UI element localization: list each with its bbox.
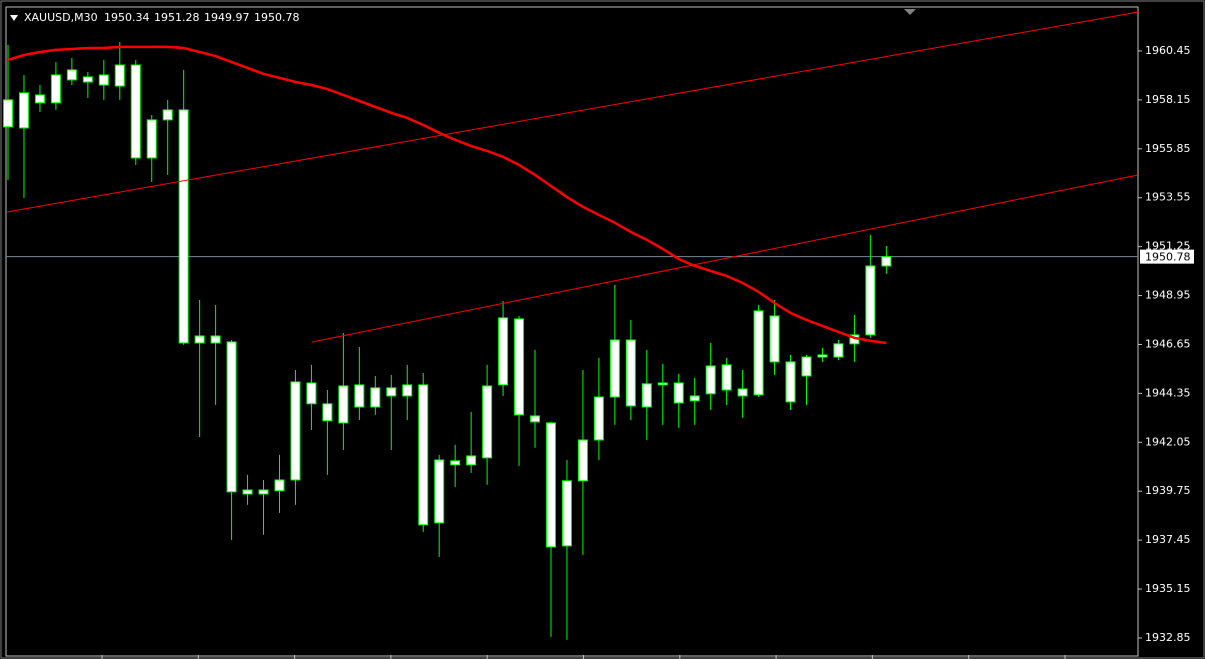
moving-average bbox=[7, 45, 887, 345]
candle-body bbox=[18, 92, 29, 129]
candle-body bbox=[514, 318, 525, 416]
symbol-title: XAUUSD,M30 bbox=[24, 11, 98, 24]
candle-body bbox=[322, 403, 333, 422]
y-tick-label: 1946.65 bbox=[1145, 337, 1191, 350]
candle-body bbox=[98, 74, 109, 86]
candle-body bbox=[801, 356, 812, 377]
trend-line bbox=[311, 174, 1139, 343]
candle-body bbox=[162, 109, 173, 121]
candle-body bbox=[609, 339, 620, 398]
candle-body bbox=[466, 455, 477, 466]
current-price-box bbox=[1140, 249, 1194, 264]
y-tick-label: 1960.45 bbox=[1145, 44, 1191, 57]
y-tick-label: 1951.25 bbox=[1145, 240, 1191, 253]
candle-body bbox=[3, 99, 13, 128]
candle-body bbox=[290, 381, 301, 481]
candle-body bbox=[881, 256, 892, 267]
y-tick-label: 1932.85 bbox=[1145, 631, 1191, 644]
y-tick-label: 1944.35 bbox=[1145, 386, 1191, 399]
menu-arrow[interactable] bbox=[10, 15, 18, 21]
plot-area bbox=[3, 42, 1138, 640]
shift-marker bbox=[904, 9, 916, 15]
candle-body bbox=[657, 382, 668, 386]
current-price-label: 1950.78 bbox=[1145, 251, 1191, 264]
candle-body bbox=[82, 76, 93, 83]
candle-body bbox=[721, 364, 732, 391]
candle-body bbox=[258, 489, 269, 495]
candle-body bbox=[530, 415, 541, 423]
candle-body bbox=[737, 388, 748, 397]
candle-body bbox=[194, 335, 205, 344]
candle-body bbox=[673, 382, 684, 404]
candle-body bbox=[689, 395, 700, 402]
candle-body bbox=[210, 335, 221, 344]
candle-body bbox=[50, 74, 61, 104]
candle-body bbox=[641, 383, 652, 408]
header-open: 1950.34 bbox=[104, 11, 150, 24]
y-tick-label: 1948.95 bbox=[1145, 289, 1191, 302]
candle-body bbox=[625, 339, 636, 407]
y-tick-label: 1935.15 bbox=[1145, 582, 1191, 595]
candle-body bbox=[705, 365, 716, 395]
candle-body bbox=[306, 382, 317, 405]
candle-body bbox=[434, 459, 445, 524]
candle-body bbox=[593, 396, 604, 441]
candle-body bbox=[577, 439, 588, 482]
candle-body bbox=[561, 480, 572, 547]
candle-body bbox=[769, 315, 780, 363]
header-low: 1949.97 bbox=[204, 11, 250, 24]
candle-body bbox=[274, 479, 285, 492]
candle-body bbox=[817, 354, 828, 358]
header-high: 1951.28 bbox=[154, 11, 200, 24]
candle-body bbox=[226, 341, 237, 493]
y-tick-label: 1955.85 bbox=[1145, 142, 1191, 155]
candle-body bbox=[450, 460, 461, 466]
candle-body bbox=[386, 387, 397, 397]
candle-body bbox=[785, 361, 796, 403]
candle-body bbox=[418, 384, 429, 526]
candle-body bbox=[833, 343, 844, 358]
candle-body bbox=[34, 94, 45, 104]
y-tick-label: 1942.05 bbox=[1145, 435, 1191, 448]
y-tick-label: 1939.75 bbox=[1145, 484, 1191, 497]
candle-body bbox=[482, 385, 493, 459]
y-tick-label: 1958.15 bbox=[1145, 93, 1191, 106]
candle-body bbox=[114, 64, 125, 87]
candle-body bbox=[130, 64, 141, 159]
candle-body bbox=[146, 119, 157, 159]
candle-body bbox=[242, 489, 253, 495]
candle-body bbox=[66, 69, 77, 81]
candle-body bbox=[354, 384, 365, 408]
y-tick-label: 1937.45 bbox=[1145, 533, 1191, 546]
y-tick-label: 1953.55 bbox=[1145, 191, 1191, 204]
candle-body bbox=[338, 385, 349, 424]
candle-body bbox=[178, 109, 189, 344]
candle-body bbox=[402, 384, 413, 397]
header-close: 1950.78 bbox=[254, 11, 300, 24]
candle-body bbox=[753, 310, 764, 396]
candle-body bbox=[370, 387, 381, 408]
candle-body bbox=[865, 265, 876, 336]
candle-body bbox=[545, 422, 556, 548]
trend-line bbox=[6, 11, 1139, 213]
candle-body bbox=[498, 317, 509, 386]
plot-frame bbox=[5, 6, 1139, 657]
